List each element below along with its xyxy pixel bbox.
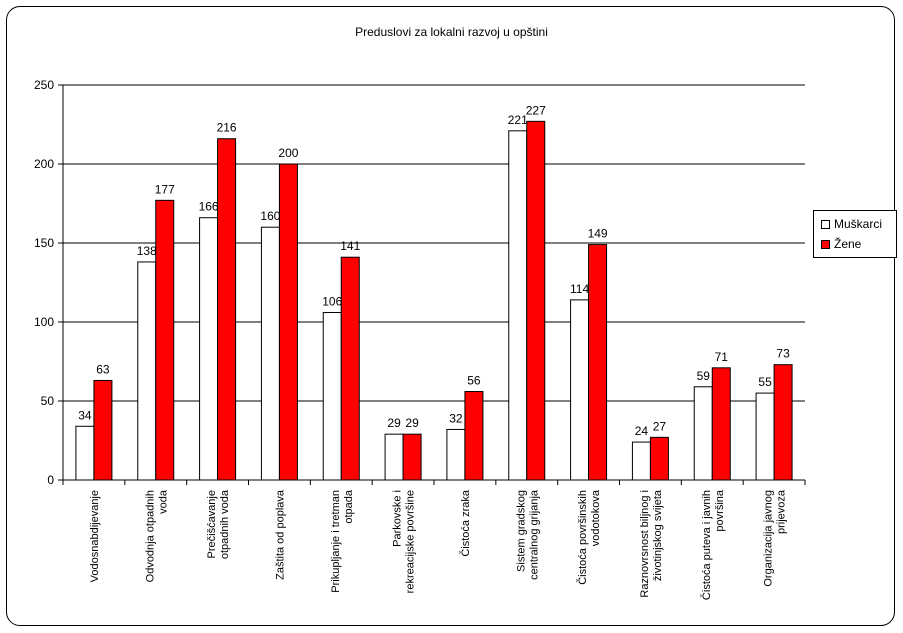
category-label: Prečišćavanje bbox=[206, 490, 218, 558]
bar-muskarci bbox=[631, 441, 651, 481]
y-tick-label: 50 bbox=[41, 394, 55, 408]
chart-title: Preduslovi za lokalni razvoj u opštini bbox=[355, 25, 548, 39]
category-label: Odvodnja otpadnih bbox=[144, 490, 156, 582]
legend-label-zene: Žene bbox=[834, 237, 862, 251]
bar-muskarci bbox=[137, 261, 157, 481]
category-label: Organizacija javnog bbox=[763, 490, 775, 587]
data-label-zene: 73 bbox=[776, 347, 790, 361]
category-label: vodotokova bbox=[590, 489, 602, 546]
y-tick-label: 100 bbox=[34, 315, 54, 329]
data-label-muskarci: 106 bbox=[322, 295, 342, 309]
legend-swatch-muskarci bbox=[821, 219, 830, 229]
bar-zene bbox=[588, 244, 608, 481]
bar-zene bbox=[278, 163, 298, 481]
y-tick-label: 250 bbox=[34, 78, 54, 92]
bar-zene bbox=[93, 379, 113, 481]
category-label: Zaštita od poplava bbox=[274, 489, 286, 580]
data-label-muskarci: 24 bbox=[635, 424, 649, 438]
data-label-muskarci: 32 bbox=[449, 411, 463, 425]
category-label: rekreacijske površine bbox=[405, 490, 417, 593]
bar-muskarci bbox=[755, 392, 775, 481]
data-label-zene: 200 bbox=[278, 146, 298, 160]
y-tick-label: 200 bbox=[34, 157, 54, 171]
data-label-zene: 216 bbox=[217, 121, 237, 135]
data-label-zene: 177 bbox=[155, 182, 175, 196]
bar-zene bbox=[402, 433, 422, 481]
legend: Muškarci Žene bbox=[813, 210, 897, 258]
category-label: Raznovrsnost biljnog i bbox=[639, 490, 651, 598]
bar-zene bbox=[464, 391, 484, 481]
data-label-zene: 27 bbox=[653, 419, 667, 433]
legend-label-muskarci: Muškarci bbox=[834, 217, 883, 231]
data-label-muskarci: 34 bbox=[78, 408, 92, 422]
category-label: površina bbox=[714, 489, 726, 531]
bar-muskarci bbox=[260, 226, 280, 481]
bar-muskarci bbox=[693, 386, 713, 481]
category-label: voda bbox=[157, 489, 169, 514]
data-label-muskarci: 59 bbox=[697, 369, 711, 383]
bar-zene bbox=[155, 199, 175, 481]
data-label-zene: 227 bbox=[526, 103, 546, 117]
data-label-muskarci: 166 bbox=[199, 200, 219, 214]
gridlines bbox=[63, 84, 805, 402]
data-label-muskarci: 138 bbox=[137, 244, 157, 258]
bar-muskarci bbox=[570, 299, 590, 481]
category-label: otpadnih voda bbox=[219, 489, 231, 559]
bar-zene bbox=[649, 436, 669, 481]
data-label-zene: 63 bbox=[96, 362, 110, 376]
category-label: otpada bbox=[343, 489, 355, 524]
bar-zene bbox=[711, 367, 731, 481]
category-label: Čistoća zraka bbox=[459, 489, 472, 557]
bars bbox=[75, 120, 793, 481]
data-label-zene: 149 bbox=[588, 227, 608, 241]
data-label-zene: 29 bbox=[405, 416, 419, 430]
bar-muskarci bbox=[508, 130, 528, 481]
bar-muskarci bbox=[384, 433, 404, 481]
category-label: životinjskog svijeta bbox=[652, 489, 664, 581]
data-label-muskarci: 114 bbox=[570, 282, 589, 296]
data-label-muskarci: 55 bbox=[758, 375, 772, 389]
category-label: Čistoća površinskih bbox=[576, 490, 589, 585]
bar-muskarci bbox=[322, 312, 342, 481]
y-tick-label: 150 bbox=[34, 236, 54, 250]
data-label-zene: 56 bbox=[467, 374, 481, 388]
data-label-muskarci: 29 bbox=[387, 416, 401, 430]
category-label: Prikupljanje i tretman bbox=[330, 490, 342, 593]
y-tick-label: 0 bbox=[47, 473, 54, 487]
data-label-zene: 141 bbox=[340, 239, 360, 253]
bar-muskarci bbox=[446, 428, 466, 481]
bar-zene bbox=[340, 256, 360, 481]
category-label: centralnog grijanja bbox=[528, 489, 540, 580]
category-label: Vodosnabdijevanje bbox=[89, 490, 101, 582]
bar-muskarci bbox=[199, 217, 219, 481]
data-label-muskarci: 221 bbox=[508, 113, 528, 127]
data-label-zene: 71 bbox=[715, 350, 729, 364]
category-label: Sistem gradskog bbox=[515, 490, 527, 572]
bar-zene bbox=[773, 364, 793, 481]
category-label: Čistoća puteva i javnih bbox=[700, 490, 713, 600]
bar-zene bbox=[217, 138, 237, 481]
bar-muskarci bbox=[75, 425, 95, 481]
category-label: Parkovske i bbox=[392, 490, 404, 547]
axes bbox=[58, 84, 806, 485]
legend-swatch-zene bbox=[821, 239, 830, 249]
labels: 0 50 100 150 200 250 34 63 Vodosnabdijevanje 138 1… bbox=[34, 78, 790, 600]
category-label: prijevoza bbox=[776, 489, 788, 534]
bar-zene bbox=[526, 120, 546, 481]
legend-item-muskarci: Muškarci bbox=[821, 216, 882, 232]
legend-item-zene: Žene bbox=[821, 236, 861, 252]
data-label-muskarci: 160 bbox=[260, 209, 280, 223]
